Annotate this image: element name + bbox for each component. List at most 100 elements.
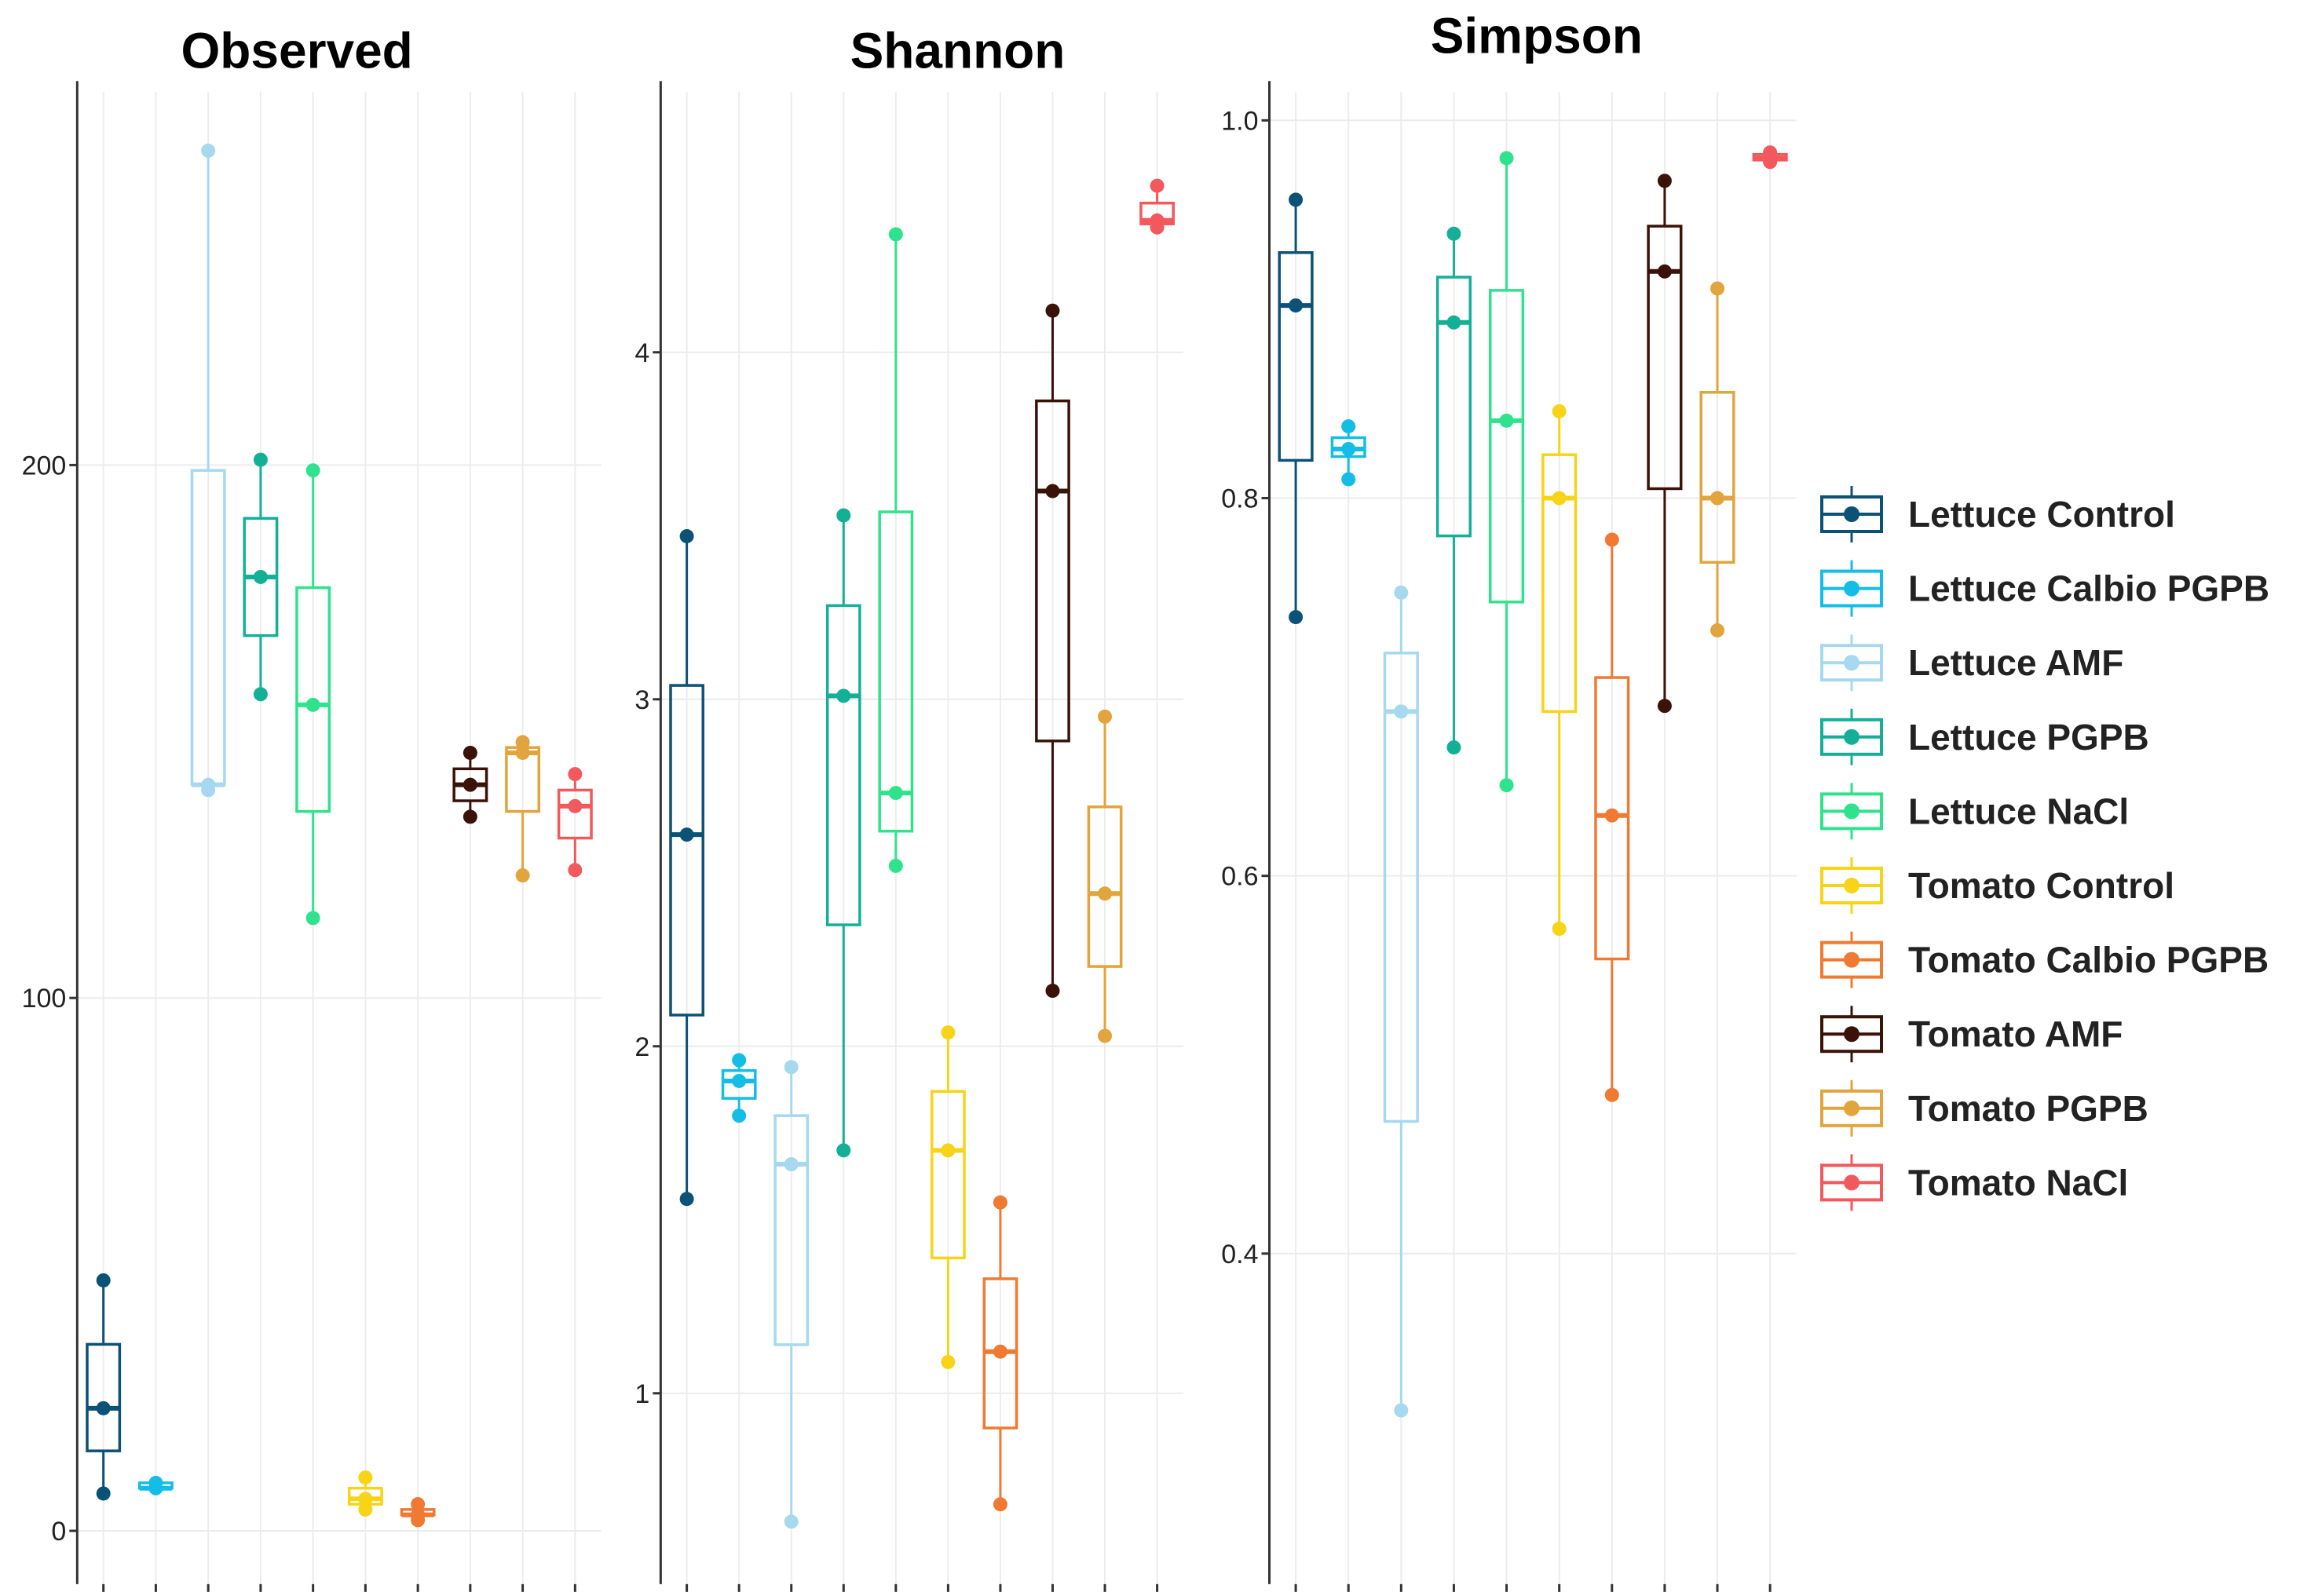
legend-label: Tomato Calbio PGPB — [1908, 940, 2269, 981]
panel-title: Simpson — [1431, 7, 1643, 64]
box-lettuce-pgpb — [243, 452, 279, 702]
min-point — [1045, 984, 1060, 999]
max-point — [568, 767, 583, 782]
min-point — [1763, 155, 1778, 170]
median-point — [253, 569, 268, 584]
panel-observed: 0 100 200 Observed — [22, 22, 602, 1592]
box-body — [1087, 805, 1123, 968]
legend-label: Tomato PGPB — [1908, 1088, 2148, 1129]
max-point — [1150, 178, 1165, 193]
max-point — [732, 1053, 747, 1068]
max-point — [993, 1195, 1007, 1210]
box-tomato-pgpb — [505, 735, 541, 883]
median-point — [888, 786, 903, 801]
legend-key-point — [1844, 878, 1859, 893]
legend-key-point — [1844, 1026, 1859, 1043]
min-point — [1604, 1087, 1619, 1102]
min-point — [568, 863, 583, 878]
legend-label: Lettuce AMF — [1908, 642, 2123, 683]
min-point — [1499, 778, 1514, 793]
box-lettuce-amf — [773, 1060, 810, 1529]
median-point — [1341, 441, 1356, 456]
y-ticks: 1 2 3 4 — [634, 338, 661, 1409]
box-lettuce-nacl — [878, 227, 914, 873]
median-point — [836, 688, 851, 703]
y-tick-label: 0.4 — [1221, 1240, 1258, 1269]
box-lettuce-calbio-pgpb — [1330, 419, 1366, 487]
x-ticks — [1294, 1583, 1772, 1592]
legend-label: Tomato AMF — [1908, 1013, 2123, 1054]
median-point — [463, 777, 477, 792]
max-point — [888, 227, 903, 242]
box-body — [1383, 652, 1419, 1123]
median-point — [1394, 704, 1409, 719]
max-point — [1446, 226, 1461, 241]
legend-item-tomato-pgpb: Tomato PGPB — [1820, 1079, 2148, 1137]
legend-key-point — [1844, 1174, 1859, 1191]
min-point — [1150, 220, 1165, 235]
y-tick-label: 1 — [634, 1379, 649, 1409]
legend-item-lettuce-pgpb: Lettuce PGPB — [1820, 708, 2149, 765]
max-point — [1499, 151, 1514, 166]
box-tomato-control — [347, 1470, 383, 1517]
max-point — [463, 745, 477, 760]
y-tick-label: 4 — [634, 338, 649, 368]
legend-item-tomato-calbio-pgpb: Tomato Calbio PGPB — [1820, 931, 2269, 988]
box-lettuce-amf — [1383, 585, 1419, 1418]
max-point — [1710, 281, 1725, 296]
legend-item-lettuce-calbio-pgpb: Lettuce Calbio PGPB — [1820, 560, 2269, 617]
median-point — [1710, 491, 1725, 506]
max-point — [941, 1025, 956, 1040]
x-ticks — [686, 1583, 1159, 1592]
horizontal-gridlines — [77, 464, 602, 1532]
panels-layer: 0 100 200 Observed 1 2 3 4 Shannon 0.4 0.6 0.8 1.0 Si… — [22, 7, 1797, 1592]
legend-label: Lettuce PGPB — [1908, 717, 2149, 758]
x-ticks — [102, 1583, 576, 1592]
box-lettuce-nacl — [295, 463, 331, 926]
plot-background — [1269, 92, 1797, 1584]
median-point — [305, 697, 320, 712]
median-point — [96, 1401, 111, 1415]
legend-item-lettuce-control: Lettuce Control — [1820, 486, 2175, 542]
min-point — [358, 1502, 373, 1517]
median-point — [1045, 484, 1060, 499]
max-point — [836, 508, 851, 523]
max-point — [253, 452, 268, 467]
box-body — [825, 604, 861, 926]
max-point — [1552, 404, 1567, 418]
min-point — [993, 1497, 1007, 1512]
max-point — [679, 529, 694, 544]
box-body — [557, 788, 593, 840]
box-body — [295, 586, 331, 813]
min-point — [201, 783, 216, 798]
legend-key-point — [1844, 803, 1859, 820]
box-tomato-nacl — [1139, 178, 1175, 235]
median-point — [358, 1492, 373, 1507]
min-point — [1710, 623, 1725, 637]
legend-item-tomato-control: Tomato Control — [1820, 857, 2174, 914]
median-point — [1289, 298, 1304, 313]
legend-key-point — [1844, 580, 1859, 597]
median-point — [784, 1157, 799, 1172]
min-point — [515, 868, 530, 883]
box-body — [86, 1342, 122, 1452]
box-tomato-pgpb — [1087, 709, 1123, 1043]
min-point — [784, 1514, 799, 1529]
y-tick-label: 200 — [22, 451, 67, 480]
min-point — [679, 1192, 694, 1207]
min-point — [1446, 740, 1461, 755]
box-tomato-calbio-pgpb — [1594, 532, 1630, 1102]
legend-label: Lettuce Control — [1908, 494, 2175, 535]
box-tomato-amf — [452, 745, 488, 824]
min-point — [888, 858, 903, 873]
legend-item-tomato-amf: Tomato AMF — [1820, 1006, 2123, 1063]
legend-key-point — [1844, 506, 1859, 522]
box-tomato-nacl — [1752, 145, 1788, 170]
max-point — [1045, 303, 1060, 318]
box-body — [721, 1068, 757, 1100]
box-tomato-pgpb — [1699, 281, 1735, 637]
median-point — [568, 798, 583, 813]
legend-key-point — [1844, 1100, 1859, 1116]
legend-label: Tomato NaCl — [1908, 1162, 2128, 1203]
box-body — [1278, 250, 1314, 462]
